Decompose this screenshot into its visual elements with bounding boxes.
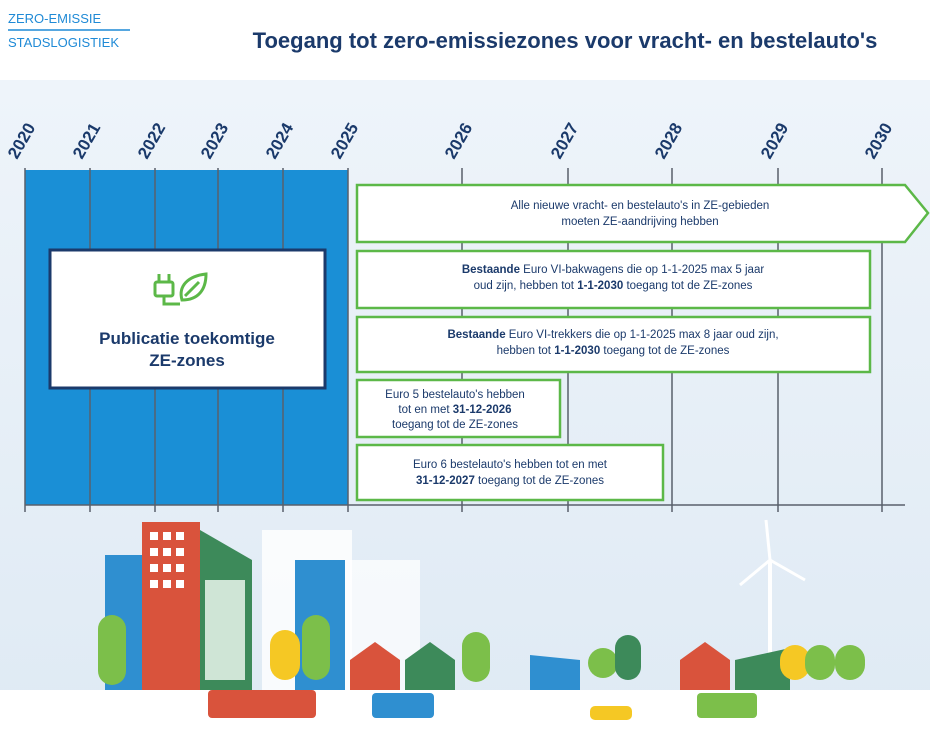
title: Toegang tot zero-emissiezones voor vrach… — [253, 28, 878, 53]
rule-text-part: Bestaande — [462, 264, 520, 276]
rule-text-part: Euro 6 bestelauto's hebben tot en met — [413, 459, 608, 471]
rule-text-part: oud zijn, hebben tot — [474, 280, 578, 292]
publication-label: ZE-zones — [149, 351, 225, 370]
rule-arrow — [357, 185, 928, 242]
rule-text-part: Alle nieuwe vracht- en bestelauto's in Z… — [511, 200, 770, 212]
logo-line: STADSLOGISTIEK — [8, 35, 119, 50]
rule-text: Euro 5 bestelauto's hebben — [385, 389, 525, 401]
rule-box — [357, 445, 663, 500]
rule-text-part: hebben tot — [497, 345, 555, 357]
rule-text: moeten ZE-aandrijving hebben — [561, 216, 718, 228]
rule-text-part: toegang tot de ZE-zones — [623, 280, 752, 292]
rule-text-part: toegang tot de ZE-zones — [392, 419, 518, 431]
rule-text-part: toegang tot de ZE-zones — [475, 475, 604, 487]
logo-line: ZERO-EMISSIE — [8, 11, 102, 26]
publication-label: Publicatie toekomtige — [99, 329, 275, 348]
rule-text-part: Euro VI-trekkers die op 1-1-2025 max 8 j… — [506, 329, 779, 341]
rule-text-part: 31-12-2027 — [416, 475, 475, 487]
rule-text: hebben tot 1-1-2030 toegang tot de ZE-zo… — [497, 345, 730, 357]
rule-text: Bestaande Euro VI-trekkers die op 1-1-20… — [447, 329, 778, 341]
rule-text: Euro 6 bestelauto's hebben tot en met — [413, 459, 608, 471]
rule-text: Bestaande Euro VI-bakwagens die op 1-1-2… — [462, 264, 765, 276]
rule-text-part: Bestaande — [447, 329, 505, 341]
rule-text: oud zijn, hebben tot 1-1-2030 toegang to… — [474, 280, 753, 292]
rule-text-part: 1-1-2030 — [577, 280, 623, 292]
rule-text-part: moeten ZE-aandrijving hebben — [561, 216, 718, 228]
rule-text: toegang tot de ZE-zones — [392, 419, 518, 431]
rule-text-part: Euro 5 bestelauto's hebben — [385, 389, 525, 401]
rule-text: Alle nieuwe vracht- en bestelauto's in Z… — [511, 200, 770, 212]
page: ZERO-EMISSIE STADSLOGISTIEK Toegang tot … — [0, 0, 930, 731]
rule-text-part: 31-12-2026 — [453, 404, 512, 416]
rule-text-part: Euro VI-bakwagens die op 1-1-2025 max 5 … — [520, 264, 764, 276]
rule-text: tot en met 31-12-2026 — [398, 404, 511, 416]
rule-text-part: 1-1-2030 — [554, 345, 600, 357]
rule-text-part: tot en met — [398, 404, 452, 416]
rule-text-part: toegang tot de ZE-zones — [600, 345, 729, 357]
rule-text: 31-12-2027 toegang tot de ZE-zones — [416, 475, 604, 487]
